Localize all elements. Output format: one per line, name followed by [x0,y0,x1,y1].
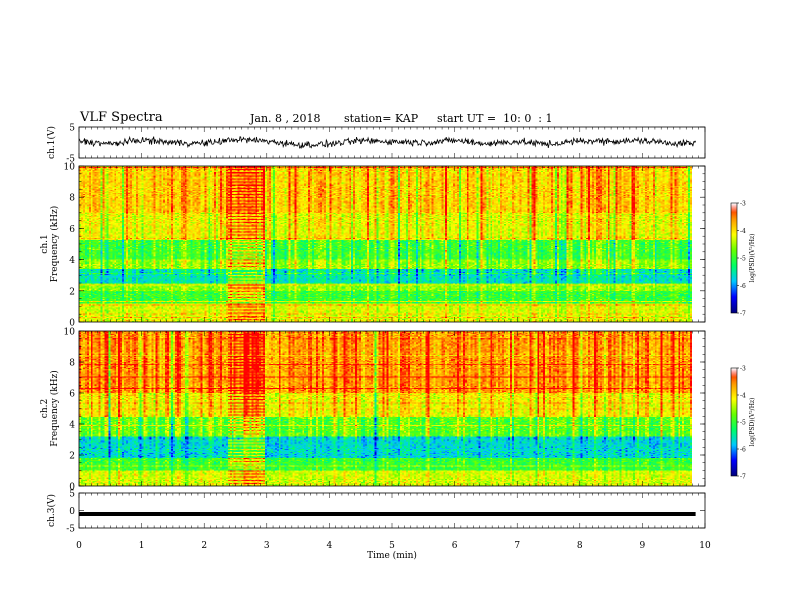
x-tick-label: 7 [514,541,520,551]
ch1-spectrogram-colorbar [731,203,737,313]
y-tick-label: -5 [66,155,75,165]
colorbar-tick-label: -5 [740,256,746,263]
start-time-label: start UT = 10: 0 : 1 [437,112,553,125]
y-tick-label: 4 [69,256,75,266]
y-tick-label: 8 [69,359,75,369]
axes [78,126,739,529]
y-tick-label: 0 [69,319,75,329]
x-tick-label: 4 [327,541,333,551]
colorbar-tick-label: -6 [740,283,746,290]
y-axis-label: Frequency (kHz) [49,370,60,447]
y-tick-label: 10 [64,163,76,173]
y-axis-label: ch.3(V) [46,494,57,527]
y-tick-label: 0 [69,483,75,493]
ch2-spectrogram-image [79,331,692,486]
colorbar-tick-label: -3 [740,201,746,208]
figure-title: VLF Spectra [80,110,163,125]
y-tick-label: 10 [64,328,76,338]
x-tick-label: 10 [699,541,711,551]
x-tick-label: 8 [577,541,583,551]
spectrogram-images [79,166,737,486]
colorbar-tick-label: -7 [740,474,746,481]
y-axis-label: Frequency (kHz) [49,206,60,283]
colorbar-tick-label: -4 [740,228,746,235]
y-tick-label: -5 [66,525,75,535]
y-tick-label: 6 [69,225,75,235]
y-axis-label: ch.1 [40,234,50,253]
x-axis-label: Time (min) [367,550,417,561]
y-tick-label: 0 [69,507,75,517]
x-tick-label: 0 [76,541,82,551]
y-tick-label: 4 [69,421,75,431]
x-tick-label: 6 [452,541,458,551]
colorbar-label: log(PSD)(V²/Hz) [749,398,756,447]
ch2-spectrogram-colorbar [731,368,737,476]
x-tick-label: 5 [389,541,395,551]
waveform-lines [78,135,696,516]
y-tick-label: 5 [69,124,75,134]
ch1-series-line [78,135,696,150]
colorbar-tick-label: -5 [740,420,746,427]
y-tick-label: 8 [69,194,75,204]
colorbar-tick-label: -7 [740,311,746,318]
x-tick-label: 2 [201,541,207,551]
colorbar-tick-label: -3 [740,366,746,373]
station-label: station= KAP [344,112,419,125]
colorbar-tick-label: -4 [740,393,746,400]
colorbar-label: log(PSD)(V²/Hz) [749,234,756,283]
x-tick-label: 1 [139,541,145,551]
date-label: Jan. 8 , 2018 [250,112,321,125]
x-tick-label: 3 [264,541,270,551]
ch3-waveform-frame [78,492,706,529]
y-tick-label: 5 [69,490,75,500]
y-axis-label: ch.1(V) [46,126,57,159]
y-tick-label: 2 [69,287,75,297]
y-axis-label: ch.2 [40,399,50,418]
y-tick-label: 6 [69,390,75,400]
colorbar-tick-label: -6 [740,447,746,454]
axis-text: -3 -4 -5 -6 -7 log(PSD)(V²/Hz) -3 -4 -5 -6 -7 log(P… [40,124,756,562]
y-tick-label: 2 [69,452,75,462]
x-tick-label: 9 [640,541,646,551]
ch1-spectrogram-image [79,166,692,322]
